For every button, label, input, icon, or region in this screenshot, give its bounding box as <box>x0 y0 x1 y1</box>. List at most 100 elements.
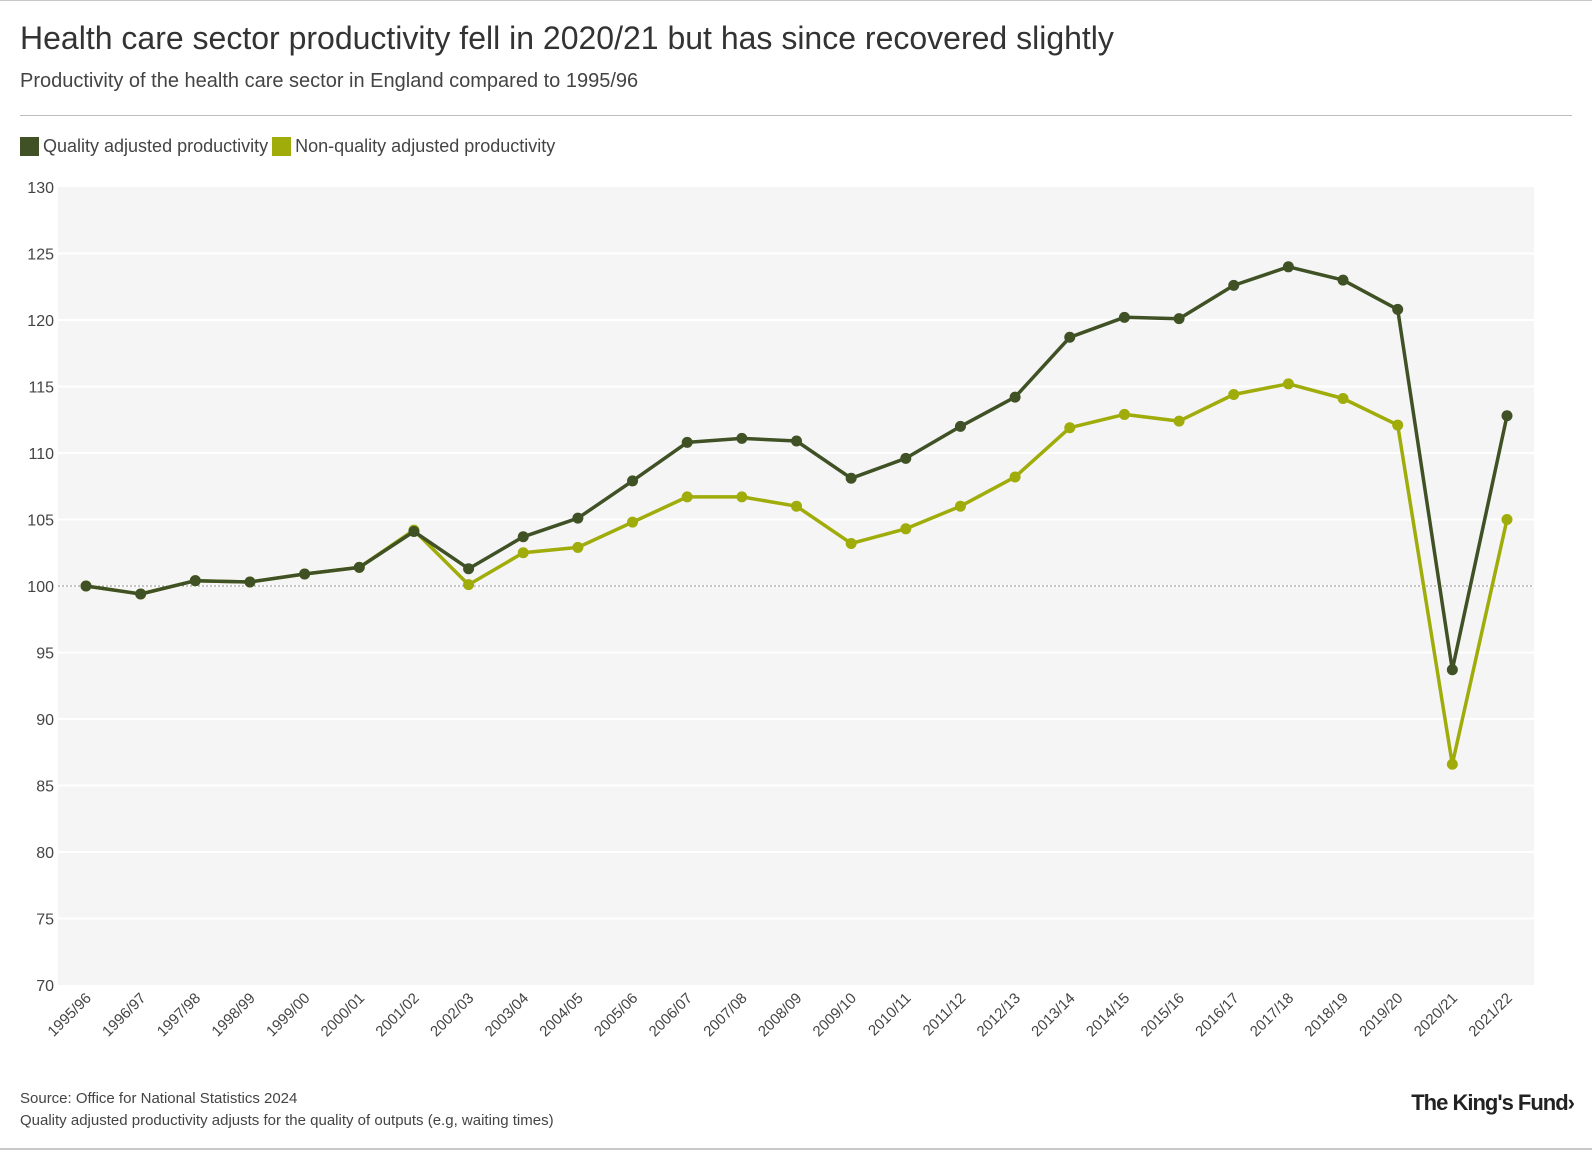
data-point-quality <box>845 472 857 484</box>
legend-swatch-non-quality <box>272 137 292 156</box>
x-tick-label: 1999/00 <box>263 990 313 1040</box>
data-point-quality <box>1064 331 1076 343</box>
legend-label-non-quality: Non-quality adjusted productivity <box>295 136 556 156</box>
top-border <box>0 0 1592 1</box>
data-point-quality <box>189 575 201 587</box>
data-point-non-quality <box>627 516 639 528</box>
x-tick-label: 2002/03 <box>427 990 477 1040</box>
legend-item-non-quality[interactable]: Non-quality adjusted productivity <box>272 136 555 157</box>
x-tick-label: 1996/97 <box>99 990 149 1040</box>
data-point-quality <box>1173 313 1185 325</box>
data-point-non-quality <box>1392 419 1404 431</box>
y-tick-label: 90 <box>36 712 54 729</box>
x-tick-label: 2013/14 <box>1028 990 1078 1040</box>
data-point-quality <box>1118 311 1130 323</box>
data-point-non-quality <box>1173 415 1185 427</box>
data-point-quality <box>80 580 92 592</box>
x-tick-label: 2004/05 <box>536 990 586 1040</box>
data-point-quality <box>900 452 912 464</box>
data-point-quality <box>299 568 311 580</box>
data-point-quality <box>1392 303 1404 315</box>
x-tick-label: 1995/96 <box>44 990 94 1040</box>
x-tick-label: 2019/20 <box>1356 990 1406 1040</box>
x-tick-label: 2018/19 <box>1301 990 1351 1040</box>
data-point-non-quality <box>791 500 802 512</box>
data-point-quality <box>463 563 475 575</box>
chart-title: Health care sector productivity fell in … <box>20 20 1114 56</box>
bottom-border <box>0 1148 1592 1150</box>
y-tick-label: 80 <box>36 845 54 862</box>
source-note: Source: Office for National Statistics 2… <box>20 1090 298 1107</box>
data-point-non-quality <box>900 523 912 535</box>
x-tick-label: 2017/18 <box>1247 990 1297 1040</box>
data-point-quality <box>517 531 529 543</box>
data-point-non-quality <box>845 537 857 549</box>
data-point-quality <box>1337 274 1349 286</box>
x-tick-label: 2021/22 <box>1465 990 1515 1040</box>
y-tick-label: 115 <box>28 380 54 397</box>
header-divider <box>20 115 1572 116</box>
y-tick-label: 85 <box>36 779 54 796</box>
x-tick-label: 2009/10 <box>810 990 860 1040</box>
y-tick-label: 100 <box>27 579 54 596</box>
data-point-non-quality <box>1064 422 1076 434</box>
legend-label-quality: Quality adjusted productivity <box>43 136 269 156</box>
x-tick-label: 2006/07 <box>646 990 696 1040</box>
data-point-quality <box>353 561 365 573</box>
y-tick-label: 110 <box>28 446 54 463</box>
x-tick-label: 2000/01 <box>318 990 368 1040</box>
data-point-quality <box>1501 410 1513 422</box>
methodology-note: Quality adjusted productivity adjusts fo… <box>20 1112 554 1129</box>
x-tick-label: 1998/99 <box>208 990 258 1040</box>
x-tick-label: 2010/11 <box>865 990 915 1040</box>
data-point-non-quality <box>736 491 748 503</box>
data-point-quality <box>681 436 693 448</box>
x-tick-label: 2012/13 <box>974 990 1024 1040</box>
data-point-non-quality <box>1501 514 1513 525</box>
x-tick-label: 2015/16 <box>1138 990 1188 1040</box>
x-tick-label: 1997/98 <box>154 990 204 1040</box>
kings-fund-logo: The King's Fund› <box>1411 1090 1575 1115</box>
data-point-non-quality <box>1009 471 1021 483</box>
data-point-quality <box>572 512 584 524</box>
data-point-non-quality <box>572 541 584 553</box>
data-point-quality <box>1009 391 1021 403</box>
legend-item-quality[interactable]: Quality adjusted productivity <box>20 136 268 157</box>
y-tick-label: 130 <box>27 180 54 197</box>
x-tick-label: 2001/02 <box>372 990 422 1040</box>
x-tick-label: 2007/08 <box>700 990 750 1040</box>
y-tick-label: 125 <box>27 247 54 264</box>
data-point-quality <box>1282 261 1294 273</box>
data-point-non-quality <box>681 491 693 503</box>
data-point-non-quality <box>517 547 529 559</box>
data-point-non-quality <box>1337 392 1349 404</box>
data-point-non-quality <box>1446 758 1458 770</box>
data-point-quality <box>244 576 256 588</box>
data-point-quality <box>408 525 420 537</box>
x-tick-label: 2008/09 <box>755 990 805 1040</box>
data-point-non-quality <box>463 579 475 591</box>
y-tick-label: 105 <box>27 513 54 530</box>
x-tick-label: 2005/06 <box>591 990 641 1040</box>
legend-swatch-quality <box>20 137 39 156</box>
legend: Quality adjusted productivity Non-qualit… <box>20 136 559 157</box>
x-tick-label: 2016/17 <box>1192 990 1242 1040</box>
x-tick-label: 2003/04 <box>482 990 532 1040</box>
data-point-quality <box>627 475 639 487</box>
y-tick-label: 120 <box>27 313 54 330</box>
x-tick-label: 2014/15 <box>1083 990 1133 1040</box>
data-point-quality <box>791 435 802 447</box>
y-tick-label: 75 <box>36 912 54 929</box>
data-point-quality <box>954 420 966 432</box>
y-tick-label: 95 <box>36 646 54 663</box>
data-point-quality <box>1228 279 1240 291</box>
x-tick-label: 2020/21 <box>1411 990 1461 1040</box>
data-point-non-quality <box>954 500 966 512</box>
data-point-non-quality <box>1282 378 1294 390</box>
chart-subtitle: Productivity of the health care sector i… <box>20 70 639 92</box>
data-point-quality <box>1446 664 1458 676</box>
y-tick-label: 70 <box>36 978 54 995</box>
line-chart: 70 75 80 85 90 95 100 105 110 115 120 125 130 1995/96… <box>27 180 1534 1040</box>
data-point-non-quality <box>1228 388 1240 400</box>
data-point-quality <box>736 432 748 444</box>
